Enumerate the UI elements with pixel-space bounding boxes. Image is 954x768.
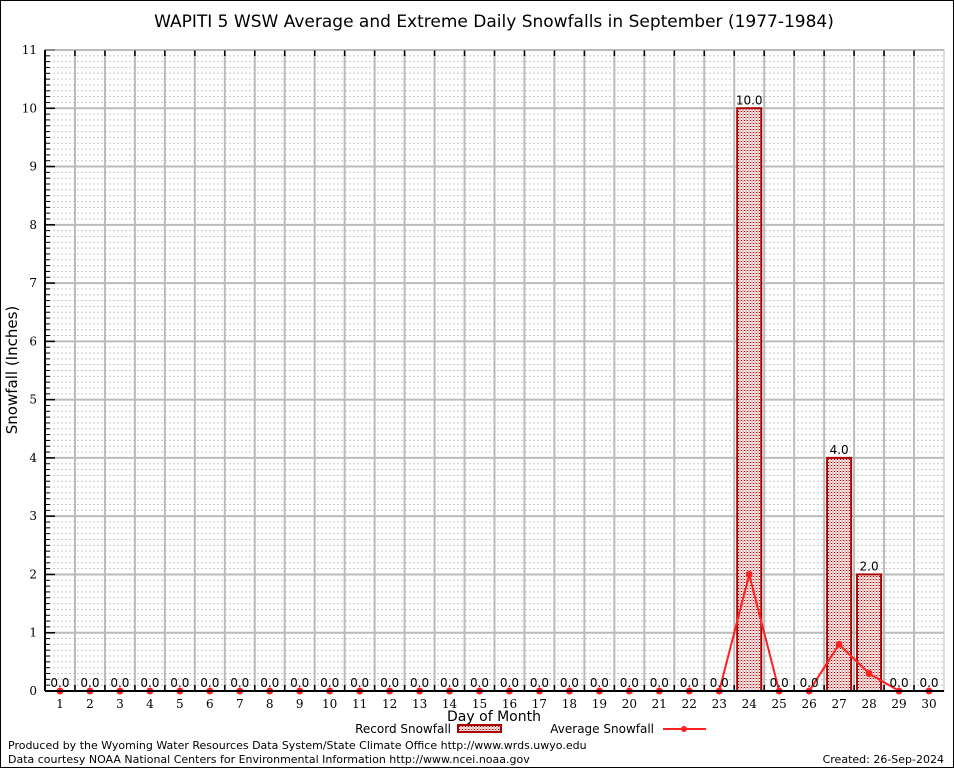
x-tick-label: 22 (682, 697, 697, 711)
bar-value-label: 0.0 (80, 676, 99, 690)
bar-value-label: 10.0 (736, 93, 763, 107)
bar-value-label: 0.0 (890, 676, 909, 690)
x-tick-label: 12 (382, 697, 397, 711)
record-bar (736, 107, 763, 693)
bar-value-label: 0.0 (440, 676, 459, 690)
y-tick-label: 11 (22, 43, 37, 57)
bar-value-label: 0.0 (470, 676, 489, 690)
bar-value-label: 0.0 (919, 676, 938, 690)
footer-created: Created: 26-Sep-2024 (822, 753, 944, 766)
y-tick-label: 4 (29, 451, 37, 465)
x-tick-label: 14 (442, 697, 458, 711)
x-tick-label: 28 (861, 697, 876, 711)
bar-value-label: 0.0 (320, 676, 339, 690)
legend-record-swatch (457, 724, 502, 733)
bar-value-label: 0.0 (50, 676, 69, 690)
x-tick-label: 29 (891, 697, 906, 711)
x-tick-label: 21 (652, 697, 667, 711)
bar-value-label: 0.0 (260, 676, 279, 690)
footer-produced-by: Produced by the Wyoming Water Resources … (8, 739, 587, 752)
x-tick-label: 23 (712, 697, 727, 711)
bar-value-label: 0.0 (170, 676, 189, 690)
chart-title: WAPITI 5 WSW Average and Extreme Daily S… (154, 12, 834, 32)
bar-value-label: 4.0 (830, 443, 849, 457)
x-tick-label: 24 (742, 697, 758, 711)
bar-value-label: 0.0 (140, 676, 159, 690)
y-tick-label: 2 (29, 567, 37, 581)
y-tick-label: 10 (22, 101, 37, 115)
x-tick-label: 4 (146, 697, 154, 711)
average-point (835, 640, 843, 648)
legend-average-marker (681, 726, 687, 732)
bar-value-label: 0.0 (560, 676, 579, 690)
x-tick-label: 25 (772, 697, 787, 711)
bar-value-label: 0.0 (650, 676, 669, 690)
bar-value-label: 0.0 (410, 676, 429, 690)
x-tick-label: 2 (86, 697, 94, 711)
bar-value-label: 2.0 (860, 559, 879, 573)
bar-value-label: 0.0 (620, 676, 639, 690)
bar-value-label: 0.0 (770, 676, 789, 690)
bar-value-label: 0.0 (800, 676, 819, 690)
x-tick-label: 7 (236, 697, 244, 711)
y-tick-label: 3 (29, 509, 37, 523)
bar-value-label: 0.0 (110, 676, 129, 690)
x-tick-label: 30 (921, 697, 936, 711)
x-tick-label: 11 (352, 697, 367, 711)
legend-record-label: Record Snowfall (355, 722, 451, 736)
legend-average-label: Average Snowfall (550, 722, 654, 736)
bar-value-label: 0.0 (380, 676, 399, 690)
x-tick-label: 1 (56, 697, 64, 711)
bar-value-label: 0.0 (290, 676, 309, 690)
y-tick-label: 6 (29, 334, 37, 348)
record-bar (856, 573, 883, 692)
bar-value-label: 0.0 (350, 676, 369, 690)
x-tick-label: 8 (266, 697, 274, 711)
x-tick-label: 3 (116, 697, 124, 711)
average-point (745, 570, 753, 578)
x-tick-label: 15 (472, 697, 487, 711)
y-tick-label: 9 (29, 160, 37, 174)
bar-value-label: 0.0 (230, 676, 249, 690)
x-tick-label: 20 (622, 697, 637, 711)
x-axis-label: Day of Month (447, 709, 541, 725)
footer-data-courtesy: Data courtesy NOAA National Centers for … (8, 753, 530, 766)
x-tick-label: 5 (176, 697, 184, 711)
x-tick-label: 19 (592, 697, 607, 711)
y-tick-label: 7 (29, 276, 37, 290)
bar-value-label: 0.0 (530, 676, 549, 690)
x-tick-label: 18 (562, 697, 577, 711)
x-tick-label: 16 (502, 697, 517, 711)
y-tick-label: 0 (29, 684, 37, 698)
y-axis-label: Snowfall (Inches) (3, 306, 21, 434)
bar-value-label: 0.0 (500, 676, 519, 690)
x-tick-label: 10 (322, 697, 337, 711)
bar-value-label: 0.0 (680, 676, 699, 690)
x-tick-label: 6 (206, 697, 214, 711)
x-tick-label: 27 (831, 697, 846, 711)
x-tick-label: 26 (802, 697, 817, 711)
bar-value-label: 0.0 (200, 676, 219, 690)
bar-value-label: 0.0 (710, 676, 729, 690)
x-tick-label: 9 (296, 697, 304, 711)
average-point (865, 670, 873, 678)
x-tick-label: 17 (532, 697, 547, 711)
y-tick-label: 8 (29, 218, 37, 232)
x-tick-label: 13 (412, 697, 427, 711)
y-tick-label: 5 (29, 393, 37, 407)
bar-value-label: 0.0 (590, 676, 609, 690)
legend: Record Snowfall Average Snowfall (355, 722, 706, 736)
y-tick-label: 1 (29, 626, 37, 640)
